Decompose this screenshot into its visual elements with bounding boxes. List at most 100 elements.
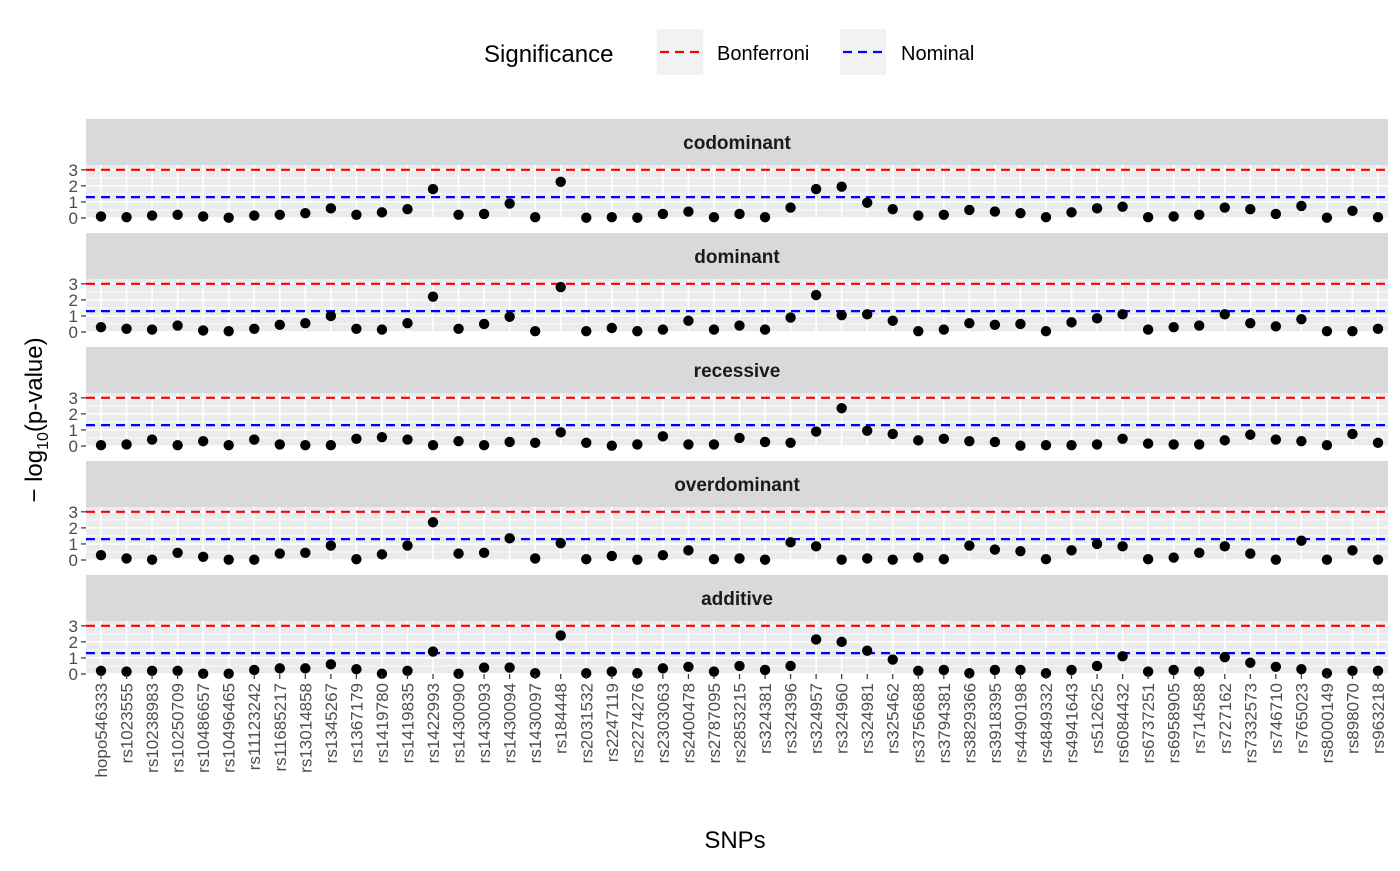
data-point [785, 437, 796, 448]
x-tick-label: rs184448 [552, 683, 571, 754]
x-tick-label: rs4490198 [1011, 683, 1030, 763]
data-point [1066, 207, 1077, 218]
x-tick-label: rs2274276 [628, 683, 647, 763]
x-tick-label: rs2400478 [679, 683, 698, 763]
data-point [504, 533, 515, 544]
data-point [274, 319, 285, 330]
data-point [938, 324, 950, 335]
data-point [529, 437, 541, 448]
data-point [785, 202, 796, 213]
data-point [1372, 665, 1384, 676]
data-point [249, 554, 260, 565]
x-tick-label: rs2787095 [705, 683, 724, 763]
y-tick-label: 1 [69, 193, 78, 212]
data-point [1372, 323, 1384, 334]
data-point [1091, 538, 1103, 550]
data-point [402, 434, 413, 445]
data-point [453, 435, 464, 447]
y-tick-label: 2 [69, 405, 78, 424]
data-point [708, 324, 720, 335]
data-point [1091, 439, 1103, 450]
data-point [734, 208, 745, 220]
x-tick-label: rs1430097 [526, 683, 545, 763]
data-point [1296, 435, 1307, 447]
data-point [427, 646, 439, 657]
x-tick-label: rs1419780 [373, 683, 392, 763]
data-point [555, 176, 566, 188]
data-point [146, 210, 158, 221]
x-tick-label: rs3918395 [986, 683, 1005, 763]
data-point [581, 437, 592, 448]
data-point [913, 325, 924, 337]
y-tick-label: 3 [69, 389, 78, 408]
x-tick-label: rs7332573 [1241, 683, 1260, 763]
data-point [274, 663, 285, 674]
data-point [1296, 313, 1307, 325]
data-point [121, 323, 132, 334]
data-point [606, 322, 617, 334]
x-tick-label: rs714588 [1190, 683, 1209, 754]
data-point [95, 439, 107, 451]
data-point [632, 212, 643, 223]
data-point [708, 553, 720, 565]
facet-strip-label: dominant [694, 247, 780, 268]
data-point [146, 434, 158, 445]
data-point [862, 645, 873, 656]
data-point [657, 431, 669, 442]
data-point [836, 403, 847, 414]
data-point [121, 439, 132, 450]
data-point [938, 433, 950, 444]
data-point [351, 433, 362, 444]
data-point [1142, 211, 1154, 223]
y-tick-label: 1 [69, 649, 78, 668]
x-tick-label: rs1430090 [450, 683, 469, 763]
data-point [913, 210, 924, 221]
data-point [887, 554, 898, 565]
data-point [95, 321, 107, 333]
y-tick-label: 3 [69, 161, 78, 180]
x-tick-label: rs11685217 [271, 683, 290, 772]
x-tick-label: rs2853215 [731, 683, 750, 763]
data-point [529, 553, 541, 564]
data-point [1168, 552, 1179, 563]
data-point [529, 667, 541, 679]
data-point [683, 206, 694, 217]
data-point [1347, 665, 1358, 676]
x-axis: hopo546333 rs1023555 rs10238983 rs10250709 r… [92, 674, 1388, 778]
data-point [300, 663, 311, 674]
data-point [172, 547, 183, 558]
data-point [887, 654, 898, 665]
data-point [836, 181, 847, 192]
facet-strip-label: codominant [683, 133, 791, 154]
data-point [453, 548, 464, 559]
data-point [1219, 202, 1230, 213]
x-tick-label: rs324957 [807, 683, 826, 754]
data-point [1270, 661, 1282, 672]
data-point [810, 634, 822, 645]
data-point [197, 211, 209, 222]
x-tick-label: rs3794381 [935, 683, 954, 763]
data-point [478, 439, 490, 451]
facet-panels: codominant0123dominant0123recessive0123o… [69, 119, 1388, 684]
data-point [810, 183, 822, 195]
x-tick-label: rs6084432 [1114, 683, 1133, 763]
data-point [274, 548, 285, 559]
data-point [1372, 211, 1384, 223]
facet-strip [86, 233, 1388, 279]
data-point [146, 324, 158, 335]
data-point [887, 203, 898, 215]
data-point [1040, 667, 1052, 679]
data-point [657, 324, 669, 335]
data-point [964, 435, 975, 447]
data-point [683, 439, 694, 450]
data-point [708, 439, 720, 450]
data-point [683, 661, 694, 672]
x-tick-label: rs324981 [858, 683, 877, 754]
data-point [376, 668, 388, 679]
data-point [223, 668, 234, 679]
data-point [1066, 439, 1077, 451]
data-point [223, 439, 234, 451]
data-point [197, 668, 209, 679]
